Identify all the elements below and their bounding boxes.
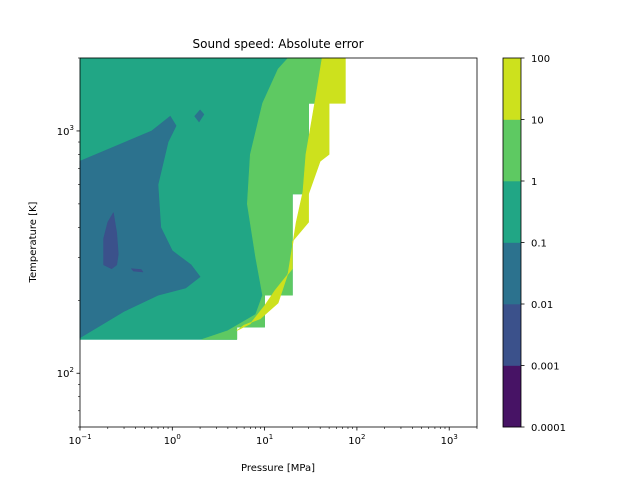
contour-region-5 [103,212,119,270]
x-tick-label: 102 [348,433,365,447]
colorbar-ticks: 0.0001 0.001 0.01 0.1 1 10 100 [521,54,566,434]
x-axis-label: Pressure [MPa] [241,463,315,474]
x-tick-label: 101 [256,433,273,447]
colorbar-tick-label: 1 [531,177,537,188]
contour-region-1 [201,57,330,340]
plot-area: 10−1 100 101 102 103 102 103 [57,57,478,447]
colorbar-band [503,304,521,366]
colorbar-tick-label: 10 [531,116,544,127]
colorbar-bands [503,58,521,428]
contour-region-3 [79,115,201,339]
colorbar-band [503,181,521,243]
colorbar-tick-label: 100 [531,54,550,65]
colorbar-tick-label: 0.0001 [531,423,566,434]
colorbar-band [503,242,521,305]
colorbar-tick-label: 0.01 [531,300,553,311]
contour-region-2 [236,57,346,331]
y-axis-label: Temperature [K] [28,201,39,283]
colorbar-band [503,58,521,120]
contour-regions [79,57,346,340]
contour-region-6 [131,268,144,273]
chart-title: Sound speed: Absolute error [192,37,363,51]
y-tick-label: 103 [57,124,74,138]
plot-frame [79,57,478,428]
y-ticks: 102 103 [57,57,80,428]
colorbar: 0.0001 0.001 0.01 0.1 1 10 100 [502,54,566,434]
x-ticks: 10−1 100 101 102 103 [68,427,478,447]
contour-region-4 [194,109,205,123]
colorbar-tick-label: 0.001 [531,362,560,373]
colorbar-band [503,119,521,182]
colorbar-band [503,365,521,428]
colorbar-tick-label: 0.1 [531,239,547,250]
y-tick-label: 102 [57,366,74,380]
x-tick-label: 10−1 [68,433,91,447]
x-tick-label: 103 [441,433,458,447]
x-tick-label: 100 [164,433,181,447]
